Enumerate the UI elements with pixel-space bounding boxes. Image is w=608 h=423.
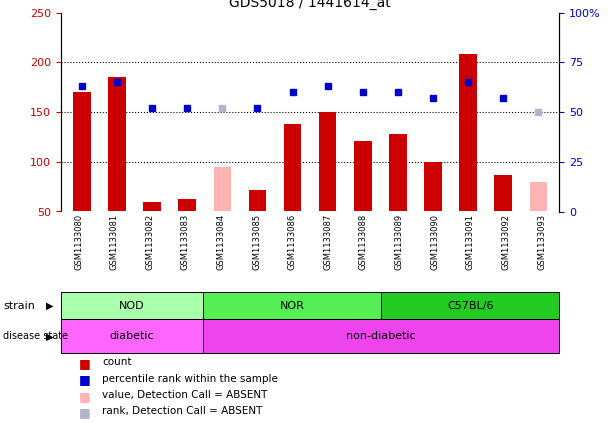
Title: GDS5018 / 1441614_at: GDS5018 / 1441614_at xyxy=(229,0,391,10)
Text: ▶: ▶ xyxy=(46,301,54,310)
Text: count: count xyxy=(102,357,132,368)
Text: diabetic: diabetic xyxy=(109,331,154,341)
Bar xyxy=(213,167,231,212)
Text: non-diabetic: non-diabetic xyxy=(347,331,416,341)
Text: NOR: NOR xyxy=(280,301,305,310)
Bar xyxy=(494,175,512,212)
Bar xyxy=(284,124,302,212)
Text: ■: ■ xyxy=(79,357,91,371)
Bar xyxy=(61,319,203,353)
Text: GSM1133082: GSM1133082 xyxy=(145,214,154,270)
Text: ■: ■ xyxy=(79,374,91,387)
Text: rank, Detection Call = ABSENT: rank, Detection Call = ABSENT xyxy=(102,406,263,416)
Text: GSM1133087: GSM1133087 xyxy=(323,214,333,270)
Text: GSM1133093: GSM1133093 xyxy=(537,214,546,270)
Bar xyxy=(108,77,126,212)
Bar xyxy=(203,292,381,319)
Bar xyxy=(354,141,371,212)
Bar xyxy=(249,190,266,212)
Text: GSM1133091: GSM1133091 xyxy=(466,214,475,270)
Bar xyxy=(203,319,559,353)
Text: C57BL/6: C57BL/6 xyxy=(447,301,494,310)
Text: disease state: disease state xyxy=(3,331,68,341)
Text: ▶: ▶ xyxy=(46,331,54,341)
Text: GSM1133081: GSM1133081 xyxy=(109,214,119,270)
Bar xyxy=(143,202,161,212)
Text: GSM1133089: GSM1133089 xyxy=(395,214,404,270)
Text: GSM1133085: GSM1133085 xyxy=(252,214,261,270)
Bar xyxy=(319,112,336,212)
Bar xyxy=(459,55,477,212)
Text: GSM1133080: GSM1133080 xyxy=(74,214,83,270)
Text: GSM1133083: GSM1133083 xyxy=(181,214,190,270)
Text: GSM1133092: GSM1133092 xyxy=(502,214,511,270)
Bar xyxy=(424,162,442,212)
Bar xyxy=(530,182,547,212)
Bar xyxy=(389,134,407,212)
Text: strain: strain xyxy=(3,301,35,310)
Text: GSM1133090: GSM1133090 xyxy=(430,214,439,270)
Bar xyxy=(73,92,91,212)
Text: ■: ■ xyxy=(79,406,91,419)
Text: GSM1133084: GSM1133084 xyxy=(216,214,226,270)
Bar xyxy=(178,198,196,212)
Text: percentile rank within the sample: percentile rank within the sample xyxy=(102,374,278,384)
Text: ■: ■ xyxy=(79,390,91,403)
Bar xyxy=(61,292,203,319)
Bar xyxy=(381,292,559,319)
Text: GSM1133088: GSM1133088 xyxy=(359,214,368,270)
Text: NOD: NOD xyxy=(119,301,145,310)
Text: GSM1133086: GSM1133086 xyxy=(288,214,297,270)
Text: value, Detection Call = ABSENT: value, Detection Call = ABSENT xyxy=(102,390,268,400)
